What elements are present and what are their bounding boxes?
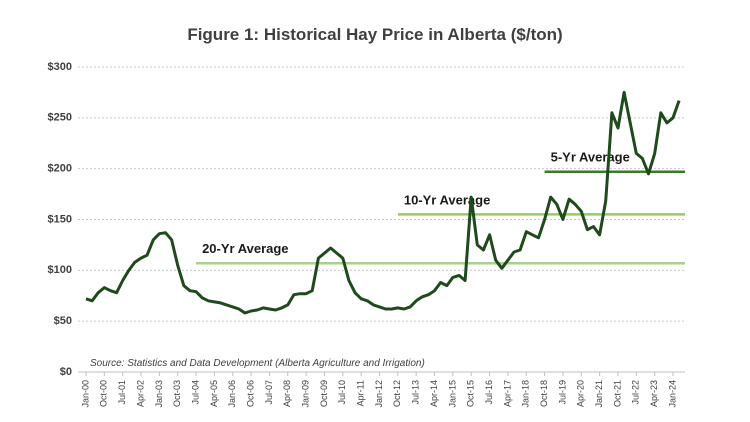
y-tick-label: $200 (48, 163, 72, 175)
x-tick-label: Oct-12 (392, 380, 402, 407)
x-tick-label: Jul-01 (117, 380, 127, 405)
x-tick-label: Apr-08 (282, 380, 292, 407)
x-tick-label: Apr-20 (576, 380, 586, 407)
x-tick-label: Jul-16 (484, 380, 494, 405)
x-tick-label: Jan-03 (154, 380, 164, 408)
x-tick-label: Apr-11 (356, 380, 366, 406)
x-tick-label: Jan-09 (301, 380, 311, 408)
x-tick-label: Oct-15 (466, 380, 476, 407)
y-tick-label: $0 (60, 366, 72, 378)
y-tick-label: $250 (48, 112, 72, 124)
x-tick-label: Oct-21 (612, 380, 622, 407)
chart-title: Figure 1: Historical Hay Price in Albert… (187, 25, 562, 44)
y-tick-label: $50 (54, 315, 72, 327)
x-tick-label: Apr-02 (135, 380, 145, 407)
x-tick-label: Oct-03 (172, 380, 182, 407)
price-line (85, 90, 681, 315)
x-tick-label: Jul-04 (190, 380, 200, 405)
source-note: Source: Statistics and Data Development … (90, 358, 425, 369)
x-tick-label: Jul-13 (411, 380, 421, 405)
x-tick-label: Jan-21 (594, 380, 604, 408)
x-tick-label: Oct-09 (319, 380, 329, 407)
average-label: 20-Yr Average (202, 241, 288, 256)
x-tick-label: Jan-06 (227, 380, 237, 408)
x-tick-label: Jan-18 (521, 380, 531, 408)
x-tick-label: Jul-07 (264, 380, 274, 405)
x-tick-label: Apr-23 (649, 380, 659, 407)
x-tick-label: Jul-19 (557, 380, 567, 405)
x-tick-label: Oct-06 (245, 380, 255, 407)
y-tick-label: $150 (48, 213, 72, 225)
x-tick-label: Jan-24 (667, 380, 677, 408)
x-tick-label: Oct-18 (539, 380, 549, 407)
x-tick-label: Apr-17 (502, 380, 512, 407)
x-tick-label: Apr-05 (209, 380, 219, 407)
x-tick-label: Jan-12 (374, 380, 384, 408)
average-label: 5-Yr Average (551, 150, 630, 165)
x-tick-label: Jan-15 (447, 380, 457, 408)
y-tick-label: $100 (48, 264, 72, 276)
x-tick-label: Oct-00 (99, 380, 109, 407)
x-tick-label: Apr-14 (429, 380, 439, 407)
x-tick-label: Jan-00 (80, 380, 90, 408)
average-label: 10-Yr Average (404, 192, 490, 207)
y-tick-label: $300 (48, 61, 72, 73)
x-tick-label: Jul-22 (631, 380, 641, 405)
x-tick-label: Jul-10 (337, 380, 347, 405)
